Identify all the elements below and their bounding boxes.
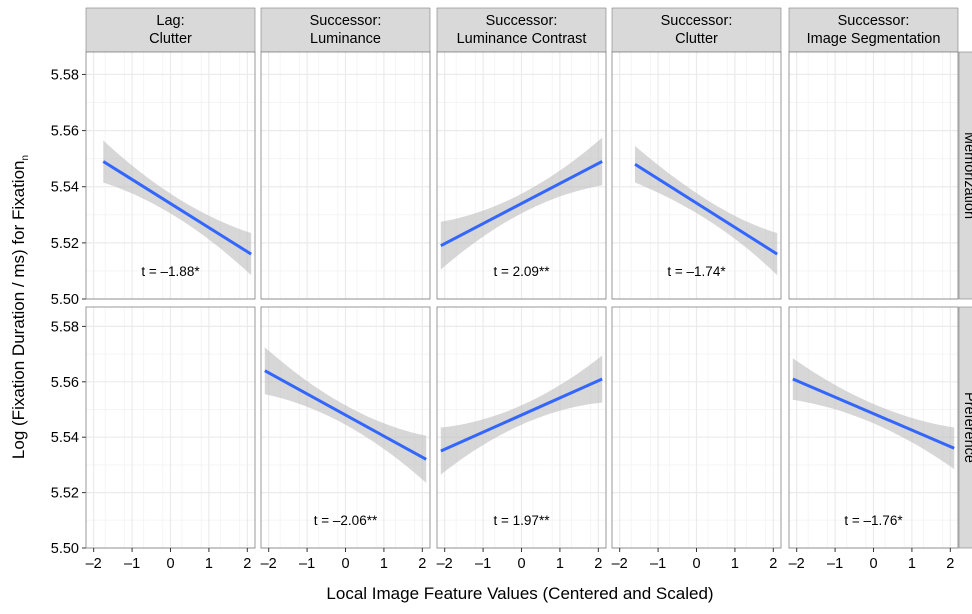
x-tick-label: 1	[908, 556, 916, 572]
x-tick-label: 1	[731, 556, 739, 572]
x-tick-label: –2	[612, 556, 628, 572]
facet-panel: t = –1.88*	[85, 51, 256, 300]
t-statistic-label: t = –1.88*	[141, 264, 200, 279]
x-axis-label: Local Image Feature Values (Centered and…	[326, 584, 713, 603]
x-tick-label: 0	[166, 556, 174, 572]
column-strip: Lag: Clutter	[85, 7, 256, 53]
facet-panel	[788, 51, 959, 300]
y-tick-label: 5.58	[51, 67, 79, 83]
y-tick-label: 5.56	[51, 124, 79, 140]
t-statistic-label: t = 1.97**	[494, 513, 551, 528]
facet-panel: t = 2.09**	[436, 51, 607, 300]
column-strip: Successor: Clutter	[611, 7, 782, 53]
row-strip-label: Memorization	[961, 132, 972, 219]
row-strip-bg	[958, 51, 972, 300]
facet-panel	[611, 306, 782, 549]
column-strip-bg	[788, 7, 959, 53]
y-tick-label: 5.54	[51, 180, 79, 196]
column-strip: Successor: Image Segmentation	[788, 7, 959, 53]
t-statistic-label: t = –1.74*	[667, 264, 726, 279]
column-strip-label-line2: Clutter	[149, 31, 192, 47]
y-tick-label: 5.50	[51, 541, 79, 557]
column-strip-bg	[85, 7, 256, 53]
x-tick-label: –2	[437, 556, 453, 572]
panel-border	[611, 51, 782, 300]
x-tick-label: 0	[517, 556, 525, 572]
x-tick-label: 2	[769, 556, 777, 572]
facet-panel	[85, 306, 256, 549]
column-strip-label-line2: Clutter	[675, 31, 718, 47]
x-tick-label: 0	[692, 556, 700, 572]
y-tick-label: 5.52	[51, 236, 79, 252]
column-strip-bg	[260, 7, 431, 53]
x-tick-label: –2	[261, 556, 277, 572]
y-tick-label: 5.58	[51, 319, 79, 335]
x-tick-label: –1	[827, 556, 843, 572]
regression-line	[440, 377, 603, 453]
column-strip-label-line1: Successor:	[310, 13, 382, 29]
y-tick-label: 5.56	[51, 375, 79, 391]
x-tick-label: –1	[475, 556, 491, 572]
row-strip-bg	[958, 306, 972, 549]
y-tick-label: 5.50	[51, 292, 79, 308]
x-tick-label: 2	[243, 556, 251, 572]
facet-panel: t = 1.97**	[436, 306, 607, 549]
column-strip: Successor: Luminance	[260, 7, 431, 53]
regression-line	[264, 369, 427, 461]
y-axis-label-subscript: n	[20, 155, 31, 161]
column-strip-label-line2: Luminance Contrast	[457, 31, 587, 47]
t-statistic-label: t = –1.76*	[844, 513, 903, 528]
x-tick-label: 0	[869, 556, 877, 572]
facet-panel: t = –2.06**	[260, 306, 431, 549]
x-tick-label: –1	[650, 556, 666, 572]
facet-panel: t = –1.76*	[788, 306, 959, 549]
column-strip-label-line1: Successor:	[661, 13, 733, 29]
t-statistic-label: t = –2.06**	[314, 513, 378, 528]
y-tick-label: 5.54	[51, 430, 79, 446]
x-tick-label: –2	[86, 556, 102, 572]
regression-line	[102, 160, 252, 256]
regression-line	[440, 160, 603, 248]
panel-border	[436, 51, 607, 300]
row-strip-label: Preference	[961, 392, 972, 463]
panel-border	[788, 51, 959, 300]
y-tick-label: 5.52	[51, 486, 79, 502]
x-tick-label: 0	[341, 556, 349, 572]
panel-border	[260, 51, 431, 300]
row-strip: Memorization	[958, 51, 972, 300]
x-tick-label: 2	[594, 556, 602, 572]
regression-line	[634, 163, 778, 256]
column-strip-bg	[436, 7, 607, 53]
x-tick-label: 2	[418, 556, 426, 572]
t-statistic-label: t = 2.09**	[494, 264, 551, 279]
x-tick-label: –2	[789, 556, 805, 572]
x-tick-label: –1	[124, 556, 140, 572]
column-strip-label-line1: Successor:	[838, 13, 910, 29]
x-tick-label: –1	[299, 556, 315, 572]
x-tick-label: 1	[556, 556, 564, 572]
column-strip-label-line2: Luminance	[310, 31, 381, 47]
column-strip-label-line2: Image Segmentation	[807, 31, 941, 47]
x-tick-label: 2	[946, 556, 954, 572]
y-axis-label: Log (Fixation Duration / ms) for Fixatio…	[9, 155, 31, 459]
row-strip: Preference	[958, 306, 972, 549]
regression-line	[792, 377, 955, 450]
column-strip-label-line1: Successor:	[486, 13, 558, 29]
column-strip: Successor: Luminance Contrast	[436, 7, 607, 53]
panel-border	[85, 51, 256, 300]
facet-panel	[260, 51, 431, 300]
facet-panel: t = –1.74*	[611, 51, 782, 300]
column-strip-label-line1: Lag:	[156, 13, 184, 29]
y-axis-label-main: Log (Fixation Duration / ms) for Fixatio…	[9, 161, 28, 460]
x-tick-label: 1	[380, 556, 388, 572]
column-strip-bg	[611, 7, 782, 53]
x-tick-label: 1	[205, 556, 213, 572]
